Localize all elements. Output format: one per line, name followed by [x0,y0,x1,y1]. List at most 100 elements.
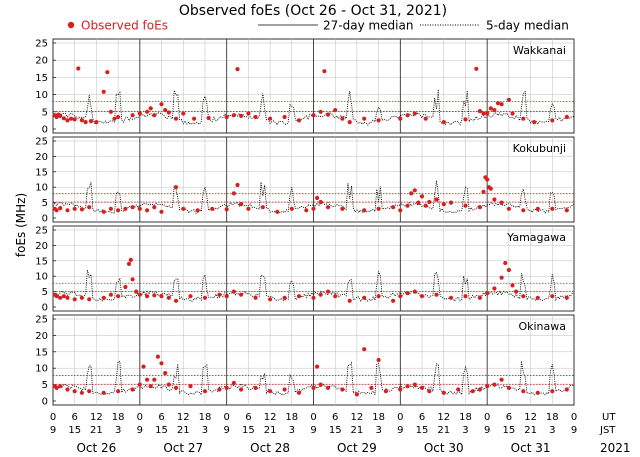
observed-point [325,112,331,117]
observed-point [173,385,179,390]
observed-point [405,384,410,389]
ut-tick-label: 18 [546,412,559,423]
observed-point [108,206,113,211]
observed-point [83,120,88,125]
observed-point [58,295,63,300]
observed-point [116,389,121,394]
observed-point [376,118,381,123]
observed-point [412,111,417,116]
observed-point [506,97,511,102]
observed-point [398,208,403,213]
observed-point [499,377,504,382]
observed-point [354,392,359,397]
ut-tick-label: 12 [524,412,537,423]
observed-point [296,118,302,123]
observed-point [318,109,323,114]
observed-point [246,206,251,211]
ut-tick-label: 12 [90,412,103,423]
observed-point [419,194,425,199]
ut-tick-label: 6 [245,412,251,423]
observed-point [137,111,142,116]
observed-point [231,289,236,294]
observed-point [434,292,439,297]
observed-point [347,298,352,303]
observed-point [79,207,84,212]
station-label: Yamagawa [506,231,566,244]
observed-point [123,284,128,290]
ut-tick-label: 6 [419,412,425,423]
observed-point [148,384,153,389]
observed-point [488,186,493,191]
observed-point [116,294,121,299]
observed-point [325,289,331,294]
jst-tick-label: 9 [50,425,56,436]
observed-point [485,291,490,296]
observed-point [485,177,490,182]
observed-point [108,292,113,297]
observed-point [296,390,302,395]
observed-point [412,289,417,294]
panel-kokubunji: 0 5 10 15 20 25 Kokubunji [35,137,575,225]
observed-point [481,189,486,194]
observed-point [564,295,569,300]
ut-tick-label: 6 [158,412,164,423]
observed-point [181,206,186,211]
observed-point [492,108,497,113]
observed-point [477,109,482,114]
observed-point [340,206,345,211]
ut-tick-label: 18 [459,412,472,423]
y-tick-label: 15 [35,347,48,358]
observed-point [419,294,425,299]
observed-point [235,67,240,72]
observed-point [239,292,244,297]
jst-tick-label: 3 [289,425,295,436]
observed-point [145,109,150,114]
jst-tick-label: 21 [351,425,364,436]
ut-tick-label: 18 [285,412,298,423]
observed-point [65,387,70,392]
observed-point [296,294,302,299]
day-label: Oct 28 [250,441,290,455]
observed-point [398,387,403,392]
ut-tick-label: 6 [332,412,338,423]
y-tick-label: 25 [35,137,48,148]
observed-point [130,205,135,210]
median5-curve [52,180,575,214]
y-tick-label: 10 [35,364,48,375]
jst-tick-label: 21 [264,425,277,436]
observed-point [58,113,63,118]
observed-point [521,294,526,299]
observed-point [521,116,526,121]
observed-point [54,294,59,299]
observed-point [239,202,244,207]
observed-point [492,197,497,202]
observed-point [224,294,229,299]
observed-point [54,385,59,390]
observed-point [65,118,70,123]
observed-point [130,387,135,392]
jst-tick-label: 3 [462,425,468,436]
observed-point [72,389,77,394]
observed-point [521,389,526,394]
observed-point [181,111,186,116]
panels: 0 5 10 15 20 25 Wakkanai 0 5 10 15 20 25 Kokubunji 0 5 1… [35,39,575,408]
observed-point [163,371,168,376]
jst-tick-label: 9 [310,425,316,436]
observed-point [369,385,374,390]
observed-point [101,89,106,94]
observed-point [163,108,168,113]
observed-point [304,208,309,213]
observed-point [72,206,77,211]
observed-point [76,66,81,71]
observed-point [173,298,179,303]
observed-point [65,208,70,213]
observed-point [398,116,403,121]
observed-point [499,200,504,205]
observed-point [376,294,381,299]
day-label: Oct 27 [163,441,203,455]
observed-point [282,114,287,120]
observed-point [340,116,345,121]
jst-tick-label: 15 [329,425,342,436]
observed-point [137,382,142,387]
observed-point [253,295,258,300]
